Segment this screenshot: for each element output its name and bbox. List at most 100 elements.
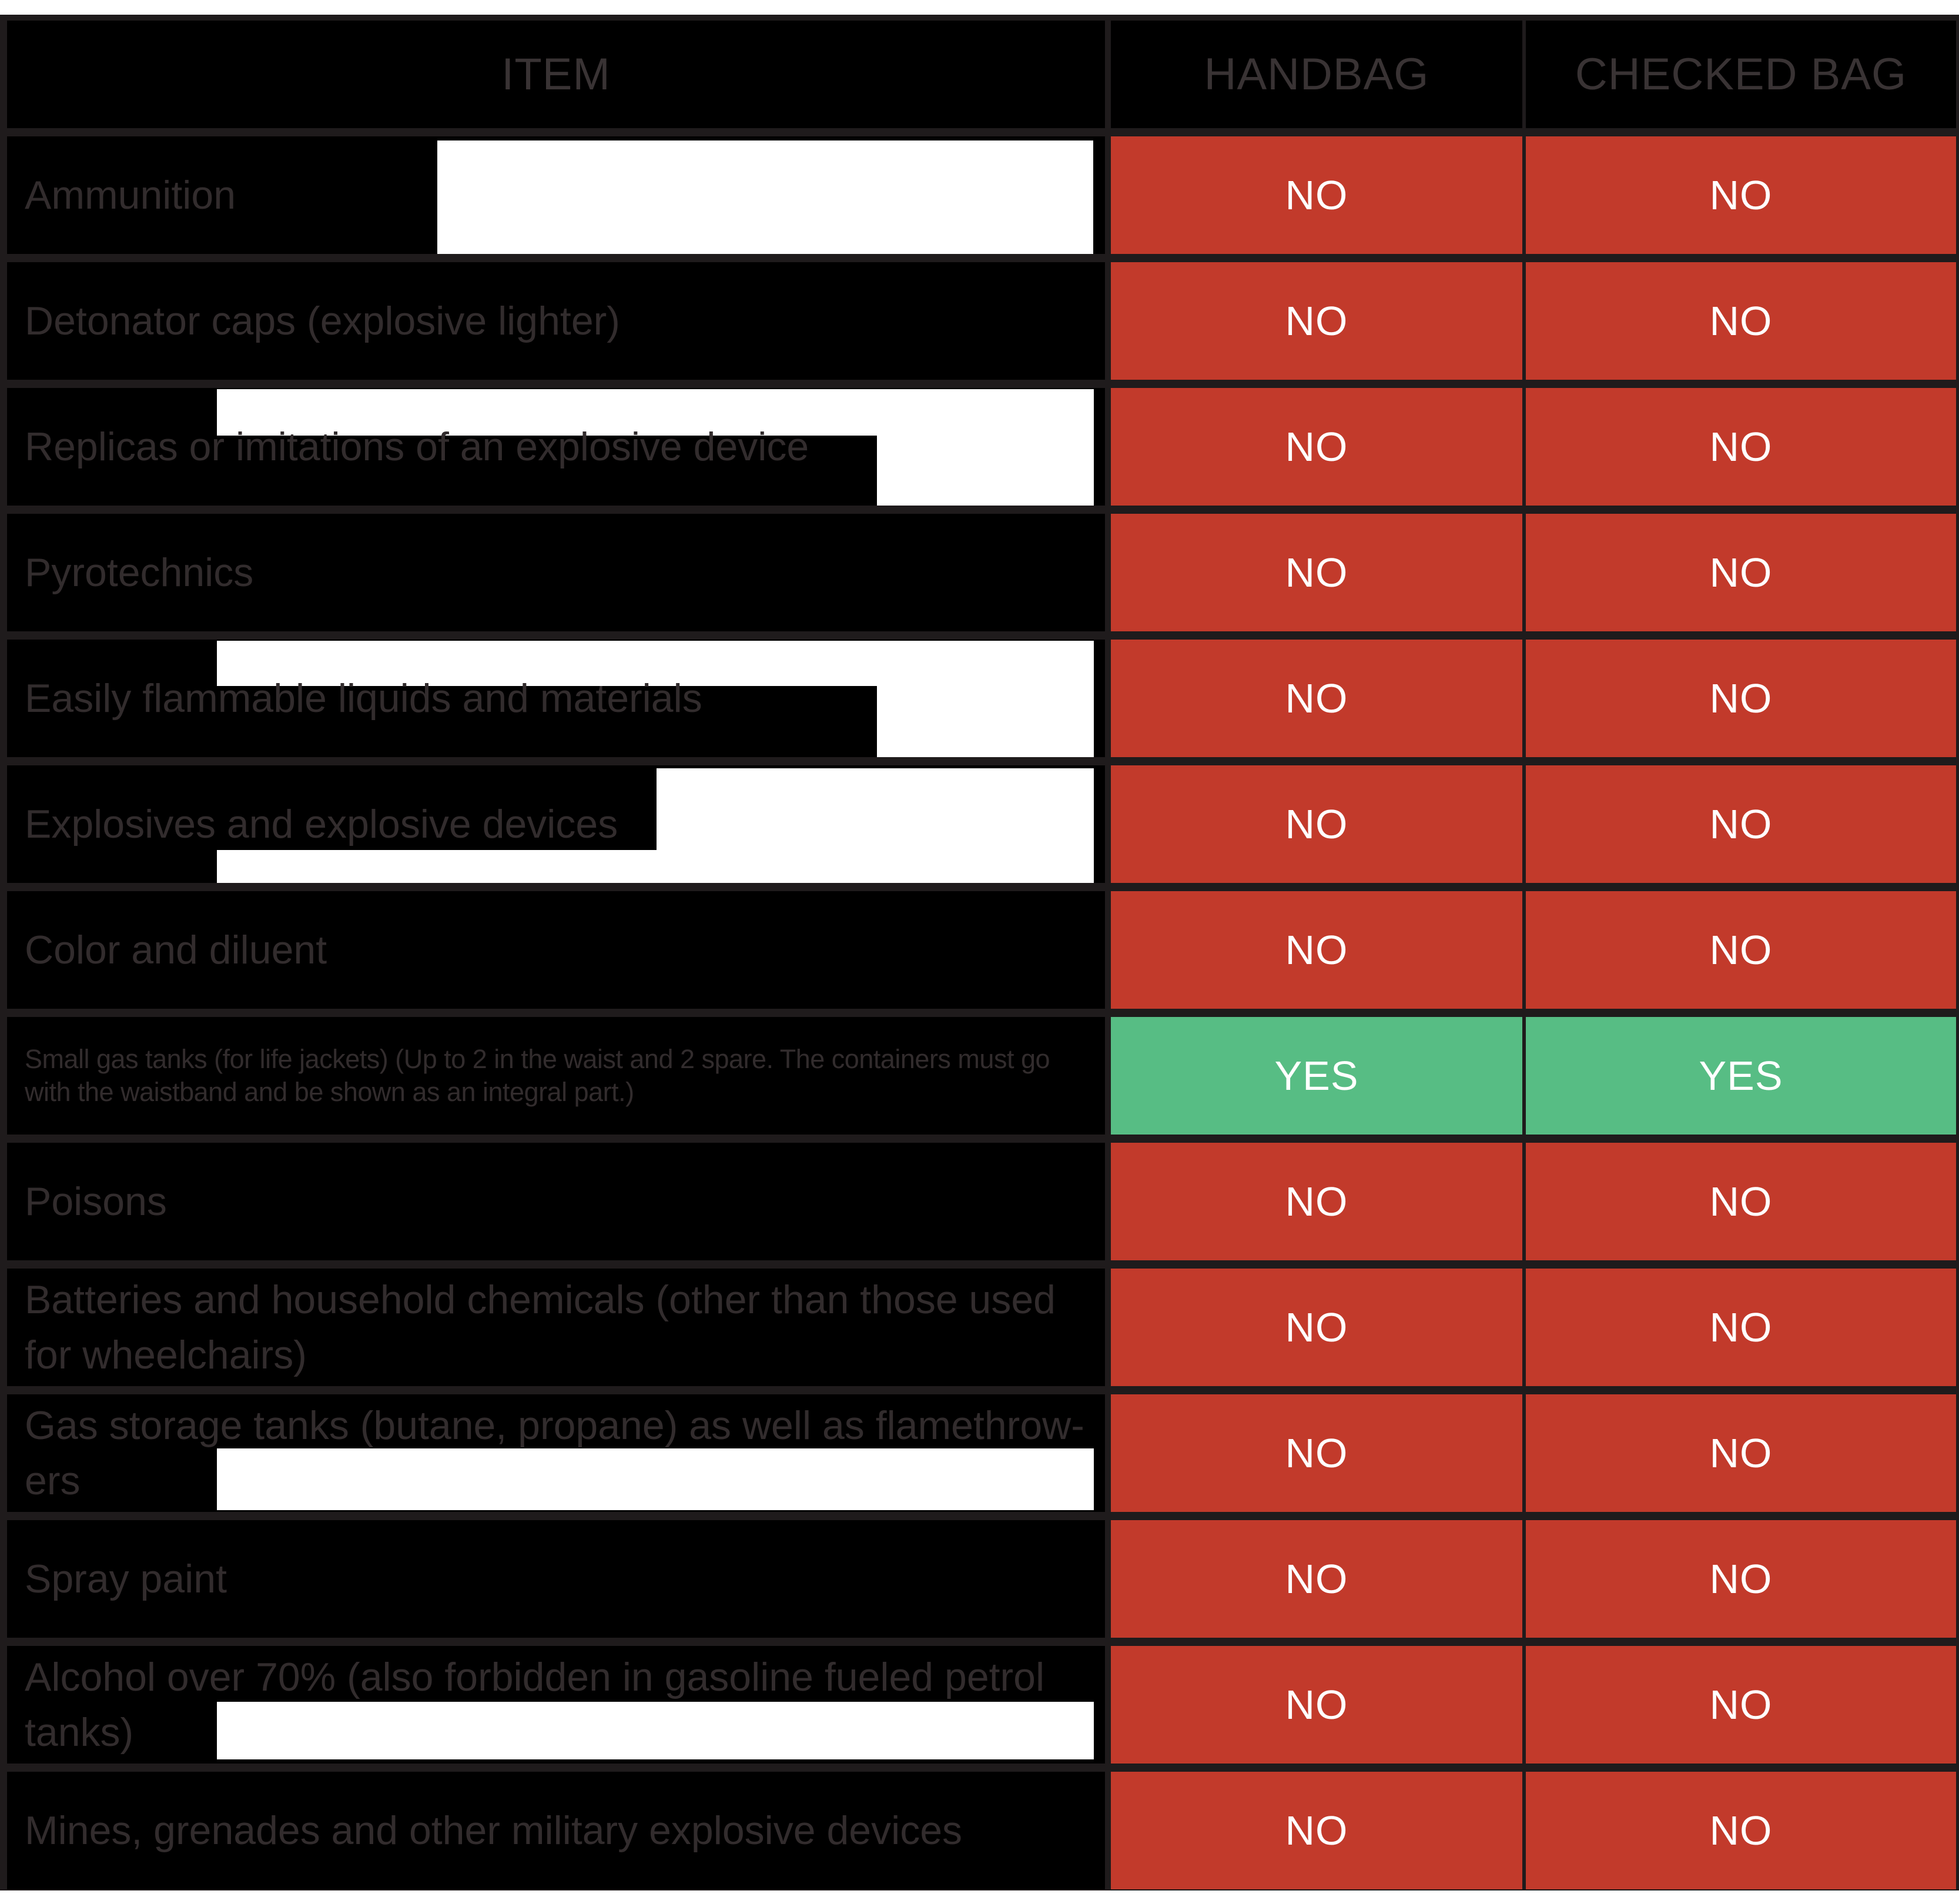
checked-bag-cell: NO [1526, 1646, 1956, 1764]
item-cell: Batteries and household chemicals (other… [7, 1269, 1105, 1386]
checked-bag-value: NO [1709, 550, 1773, 595]
checked-bag-cell: NO [1526, 1394, 1956, 1512]
item-cell: Easily flammable liquids and materials [7, 640, 1105, 757]
prohibited-items-table: ITEM HANDBAG CHECKED BAG Ammunition NO N… [0, 15, 1959, 1890]
table-row: Spray paint NO NO [7, 1520, 1956, 1638]
checked-bag-value: NO [1709, 1430, 1773, 1476]
handbag-cell: NO [1111, 891, 1522, 1009]
table-row: Explosives and explosive devices NO NO [7, 765, 1956, 883]
checked-bag-value: NO [1709, 1682, 1773, 1728]
item-label: Replicas or imitations of an explosive d… [25, 424, 809, 469]
item-cell: Replicas or imitations of an explosive d… [7, 388, 1105, 506]
table-row: Batteries and household chemicals (other… [7, 1269, 1956, 1386]
checked-bag-value: NO [1709, 424, 1773, 470]
checked-bag-value: NO [1709, 1808, 1773, 1853]
item-cell: Detonator caps (explosive lighter) [7, 262, 1105, 380]
item-label: Mines, grenades and other military explo… [25, 1808, 963, 1853]
handbag-value: NO [1285, 1304, 1348, 1350]
handbag-cell: NO [1111, 262, 1522, 380]
table-row: Gas storage tanks (butane, propane) as w… [7, 1394, 1956, 1512]
white-patch [217, 1702, 1094, 1759]
column-header-item-label: ITEM [501, 49, 611, 99]
checked-bag-value: NO [1709, 1304, 1773, 1350]
checked-bag-cell: NO [1526, 1269, 1956, 1386]
handbag-value: NO [1285, 801, 1348, 847]
white-patch [217, 850, 658, 883]
item-label: Poisons [25, 1179, 167, 1224]
table-row: Small gas tanks (for life jackets) (Up t… [7, 1017, 1956, 1135]
handbag-value: NO [1285, 675, 1348, 721]
checked-bag-cell: NO [1526, 1772, 1956, 1889]
item-cell: Small gas tanks (for life jackets) (Up t… [7, 1017, 1105, 1135]
item-cell: Pyrotechnics [7, 514, 1105, 631]
item-label: Batteries and household chemicals (other… [25, 1277, 1056, 1377]
handbag-cell: NO [1111, 1646, 1522, 1764]
item-label: Alcohol over 70% (also forbidden in gaso… [25, 1655, 1045, 1755]
handbag-value: NO [1285, 1179, 1348, 1224]
item-label: Gas storage tanks (butane, propane) as w… [25, 1403, 1084, 1503]
handbag-value: NO [1285, 424, 1348, 470]
checked-bag-cell: YES [1526, 1017, 1956, 1135]
checked-bag-value: NO [1709, 801, 1773, 847]
checked-bag-value: NO [1709, 927, 1773, 973]
handbag-value: NO [1285, 1808, 1348, 1853]
table-row: Ammunition NO NO [7, 136, 1956, 254]
handbag-value: NO [1285, 1430, 1348, 1476]
handbag-cell: NO [1111, 1143, 1522, 1260]
column-header-item: ITEM [7, 21, 1105, 128]
handbag-cell: YES [1111, 1017, 1522, 1135]
handbag-value: NO [1285, 172, 1348, 218]
item-label: Explosives and explosive devices [25, 802, 618, 846]
column-header-checked-bag: CHECKED BAG [1526, 21, 1956, 128]
checked-bag-value: NO [1709, 1556, 1773, 1602]
handbag-cell: NO [1111, 1394, 1522, 1512]
item-label: Small gas tanks (for life jackets) (Up t… [25, 1044, 1050, 1107]
handbag-cell: NO [1111, 514, 1522, 631]
checked-bag-cell: NO [1526, 136, 1956, 254]
item-cell: Color and diluent [7, 891, 1105, 1009]
white-patch [217, 1448, 1094, 1510]
handbag-value: NO [1285, 1556, 1348, 1602]
item-cell: Poisons [7, 1143, 1105, 1260]
item-cell: Mines, grenades and other military explo… [7, 1772, 1105, 1889]
item-cell: Explosives and explosive devices [7, 765, 1105, 883]
item-label: Pyrotechnics [25, 550, 254, 595]
handbag-cell: NO [1111, 765, 1522, 883]
handbag-cell: NO [1111, 640, 1522, 757]
header-row: ITEM HANDBAG CHECKED BAG [7, 21, 1956, 128]
item-cell: Alcohol over 70% (also forbidden in gaso… [7, 1646, 1105, 1764]
handbag-value: YES [1274, 1053, 1359, 1099]
handbag-cell: NO [1111, 1269, 1522, 1386]
table-row: Mines, grenades and other military explo… [7, 1772, 1956, 1889]
table-row: Detonator caps (explosive lighter) NO NO [7, 262, 1956, 380]
item-label: Easily flammable liquids and materials [25, 676, 702, 721]
table-row: Poisons NO NO [7, 1143, 1956, 1260]
handbag-value: NO [1285, 298, 1348, 344]
item-cell: Spray paint [7, 1520, 1105, 1638]
item-cell: Gas storage tanks (butane, propane) as w… [7, 1394, 1105, 1512]
handbag-cell: NO [1111, 1520, 1522, 1638]
column-header-handbag: HANDBAG [1111, 21, 1522, 128]
checked-bag-cell: NO [1526, 514, 1956, 631]
handbag-value: NO [1285, 1682, 1348, 1728]
checked-bag-value: NO [1709, 675, 1773, 721]
table-row: Easily flammable liquids and materials N… [7, 640, 1956, 757]
handbag-cell: NO [1111, 136, 1522, 254]
item-label: Detonator caps (explosive lighter) [25, 299, 620, 343]
checked-bag-value: YES [1699, 1053, 1783, 1099]
checked-bag-cell: NO [1526, 640, 1956, 757]
handbag-cell: NO [1111, 1772, 1522, 1889]
checked-bag-cell: NO [1526, 765, 1956, 883]
white-patch [657, 768, 1094, 883]
handbag-cell: NO [1111, 388, 1522, 506]
checked-bag-value: NO [1709, 1179, 1773, 1224]
item-label: Color and diluent [25, 928, 327, 972]
checked-bag-cell: NO [1526, 891, 1956, 1009]
checked-bag-cell: NO [1526, 1143, 1956, 1260]
checked-bag-value: NO [1709, 172, 1773, 218]
item-label: Spray paint [25, 1557, 227, 1601]
table-row: Alcohol over 70% (also forbidden in gaso… [7, 1646, 1956, 1764]
handbag-value: NO [1285, 550, 1348, 595]
item-cell: Ammunition [7, 136, 1105, 254]
handbag-value: NO [1285, 927, 1348, 973]
